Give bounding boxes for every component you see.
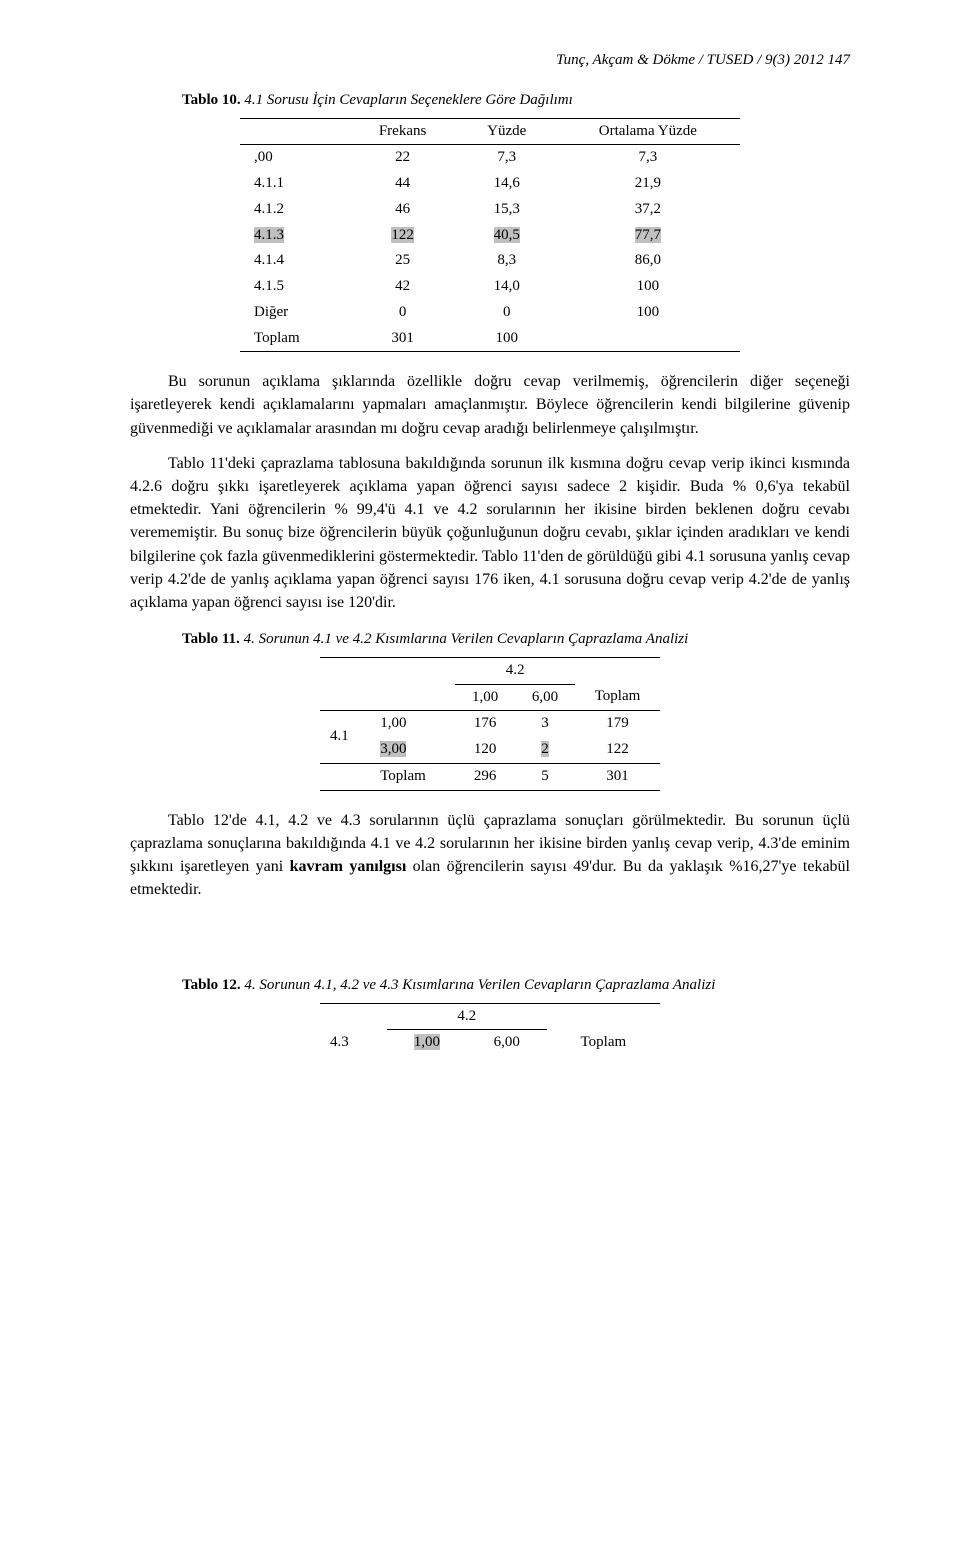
t10-cell: 122: [347, 223, 457, 249]
table10-caption: Tablo 10. 4.1 Sorusu İçin Cevapların Seç…: [130, 90, 850, 112]
t10-cell: 4.1.3: [240, 223, 347, 249]
table11: 4.2 1,00 6,00 Toplam 4.1 1,00 176 3 179 …: [320, 657, 660, 791]
t10-cell: 301: [347, 326, 457, 352]
table11-caption-bold: Tablo 11.: [182, 631, 240, 647]
table10-row: ,00227,37,3: [240, 145, 740, 171]
t10-cell: 100: [556, 274, 740, 300]
table12-toplam-h: Toplam: [547, 1030, 660, 1056]
table12-caption: Tablo 12. 4. Sorunun 4.1, 4.2 ve 4.3 Kıs…: [130, 975, 850, 997]
t10-cell: Toplam: [240, 326, 347, 352]
table11-row-0: 4.1 1,00 176 3 179: [320, 711, 660, 737]
t10-cell: 44: [347, 171, 457, 197]
t11-r2-k: Toplam: [370, 763, 455, 790]
table10-h3: Ortalama Yüzde: [556, 118, 740, 145]
t10-cell: 4.1.1: [240, 171, 347, 197]
running-header: Tunç, Akçam & Dökme / TUSED / 9(3) 2012 …: [130, 50, 850, 72]
table10-header-row: Frekans Yüzde Ortalama Yüzde: [240, 118, 740, 145]
table10-row: 4.1.312240,577,7: [240, 223, 740, 249]
t10-cell: 14,0: [458, 274, 556, 300]
table11-caption-ital: 4. Sorunun 4.1 ve 4.2 Kısımlarına Verile…: [244, 631, 689, 647]
t10-cell: 0: [347, 300, 457, 326]
t11-r2-t: 301: [575, 763, 660, 790]
t10-cell: Diğer: [240, 300, 347, 326]
table10-row: Diğer00100: [240, 300, 740, 326]
table11-hdr1: 4.2: [320, 657, 660, 684]
table12-caption-ital: 4. Sorunun 4.1, 4.2 ve 4.3 Kısımlarına V…: [244, 977, 715, 993]
t10-cell: 4.1.2: [240, 197, 347, 223]
t10-cell: 14,6: [458, 171, 556, 197]
t10-cell: 7,3: [458, 145, 556, 171]
para3: Tablo 12'de 4.1, 4.2 ve 4.3 sorularının …: [130, 809, 850, 902]
table10-row: Toplam301100: [240, 326, 740, 352]
t10-cell: 46: [347, 197, 457, 223]
para2: Tablo 11'deki çaprazlama tablosuna bakıl…: [130, 452, 850, 614]
table12-subh-1: 6,00: [467, 1030, 547, 1056]
para3-bold: kavram yanılgısı: [290, 858, 407, 875]
para1: Bu sorunun açıklama şıklarında özellikle…: [130, 370, 850, 440]
table10-row: 4.1.54214,0100: [240, 274, 740, 300]
t11-r0-a: 176: [455, 711, 515, 737]
table11-hdr2: 1,00 6,00 Toplam: [320, 684, 660, 711]
t10-cell: 25: [347, 248, 457, 274]
table10-h2: Yüzde: [458, 118, 556, 145]
t10-cell: 7,3: [556, 145, 740, 171]
t10-cell: 100: [556, 300, 740, 326]
t11-r1-k: 3,00: [370, 737, 455, 763]
table10-h0: [240, 118, 347, 145]
t11-r1-b: 2: [515, 737, 575, 763]
table12-hdr1: 4.2: [320, 1003, 660, 1030]
t10-cell: 22: [347, 145, 457, 171]
table11-subh-0: 1,00: [455, 684, 515, 711]
table10: Frekans Yüzde Ortalama Yüzde ,00227,37,3…: [240, 118, 740, 353]
t11-r0-k: 1,00: [370, 711, 455, 737]
table10-row: 4.1.14414,621,9: [240, 171, 740, 197]
table11-subh-1: 6,00: [515, 684, 575, 711]
table11-caption: Tablo 11. 4. Sorunun 4.1 ve 4.2 Kısımlar…: [130, 629, 850, 651]
t11-r1-t: 122: [575, 737, 660, 763]
table12-col42-label: 4.2: [387, 1003, 547, 1030]
t11-r2-b: 5: [515, 763, 575, 790]
table10-caption-bold: Tablo 10.: [182, 92, 241, 108]
table12-caption-bold: Tablo 12.: [182, 977, 241, 993]
table12-group-label: 4.3: [320, 1030, 387, 1056]
table11-row-1: 3,00 120 2 122: [320, 737, 660, 763]
t10-cell: 77,7: [556, 223, 740, 249]
t11-r2-a: 296: [455, 763, 515, 790]
t10-cell: 37,2: [556, 197, 740, 223]
t11-r0-b: 3: [515, 711, 575, 737]
table12-hdr2: 4.3 1,00 6,00 Toplam: [320, 1030, 660, 1056]
table11-toplam-h: Toplam: [575, 684, 660, 711]
t10-cell: 100: [458, 326, 556, 352]
t10-cell: 8,3: [458, 248, 556, 274]
t10-cell: 86,0: [556, 248, 740, 274]
table10-row: 4.1.24615,337,2: [240, 197, 740, 223]
table10-h1: Frekans: [347, 118, 457, 145]
table12: 4.2 4.3 1,00 6,00 Toplam: [320, 1003, 660, 1057]
table11-col42-label: 4.2: [455, 657, 575, 684]
t10-cell: 0: [458, 300, 556, 326]
table11-group-label: 4.1: [320, 711, 370, 764]
t10-cell: 15,3: [458, 197, 556, 223]
t10-cell: 4.1.5: [240, 274, 347, 300]
table11-row-2: Toplam 296 5 301: [320, 763, 660, 790]
t10-cell: 42: [347, 274, 457, 300]
t10-cell: 40,5: [458, 223, 556, 249]
t11-r0-t: 179: [575, 711, 660, 737]
table12-subh-0: 1,00: [387, 1030, 467, 1056]
table10-caption-ital: 4.1 Sorusu İçin Cevapların Seçeneklere G…: [244, 92, 572, 108]
t10-cell: [556, 326, 740, 352]
t10-cell: 4.1.4: [240, 248, 347, 274]
t10-cell: 21,9: [556, 171, 740, 197]
t11-r1-a: 120: [455, 737, 515, 763]
table10-row: 4.1.4258,386,0: [240, 248, 740, 274]
t10-cell: ,00: [240, 145, 347, 171]
